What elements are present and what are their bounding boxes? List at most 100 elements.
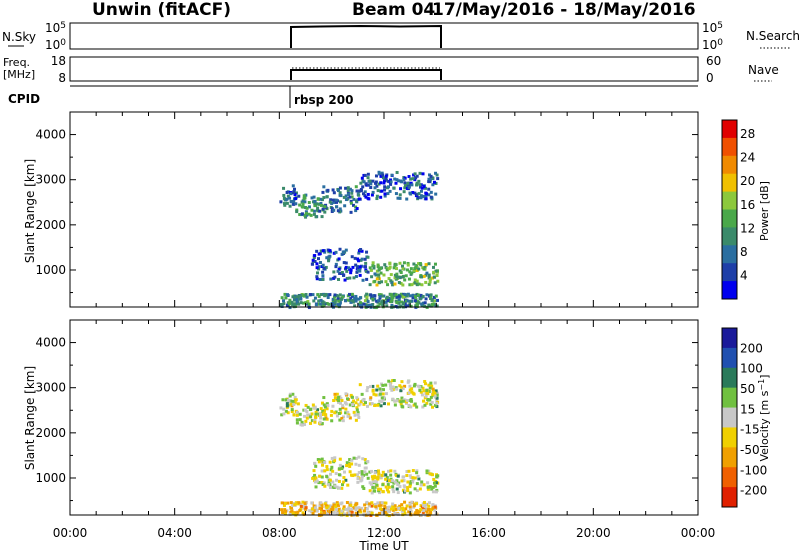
range-cell — [321, 263, 325, 267]
range-cell — [310, 501, 314, 505]
range-cell — [326, 296, 330, 300]
range-cell — [373, 272, 377, 276]
range-cell — [388, 505, 392, 509]
range-cell — [301, 199, 305, 203]
range-cell — [393, 512, 397, 516]
range-cell — [407, 303, 411, 307]
cpid-label: CPID — [8, 92, 40, 106]
freq-left-tick-bottom: 8 — [58, 71, 66, 85]
colorbar-segment — [722, 173, 737, 193]
range-cell — [371, 302, 375, 306]
range-cell — [377, 170, 381, 174]
range-cell — [351, 265, 355, 269]
range-cell — [430, 473, 434, 477]
range-cell — [406, 480, 410, 484]
range-cell — [373, 471, 377, 475]
range-cell — [418, 487, 422, 491]
range-cell — [288, 204, 292, 208]
range-cell — [380, 400, 384, 404]
range-cell — [281, 511, 285, 515]
range-cell — [312, 209, 316, 213]
range-cell — [393, 177, 397, 181]
station-title: Unwin (fitACF) — [92, 0, 231, 20]
power-axes: 1000 2000 3000 4000 — [35, 112, 699, 307]
range-cell — [353, 256, 357, 260]
range-cell — [350, 395, 354, 399]
range-cell — [425, 510, 429, 514]
range-cell — [435, 475, 439, 479]
range-cell — [328, 254, 332, 258]
range-cell — [348, 187, 352, 191]
range-cell — [322, 417, 326, 421]
colorbar-segment — [722, 137, 737, 157]
range-cell — [415, 183, 419, 187]
range-cell — [370, 475, 374, 479]
range-cell — [342, 480, 346, 484]
range-cell — [435, 391, 439, 395]
range-cell — [337, 473, 341, 477]
range-cell — [384, 485, 388, 489]
range-cell — [346, 186, 350, 190]
range-cell — [413, 191, 417, 195]
range-cell — [328, 504, 332, 508]
range-cell — [333, 484, 337, 488]
range-cell — [300, 212, 304, 216]
range-cell — [294, 202, 298, 206]
range-cell — [282, 186, 286, 190]
range-cell — [319, 302, 323, 306]
range-cell — [298, 294, 302, 298]
range-cell — [364, 265, 368, 269]
range-cell — [363, 470, 367, 474]
range-cell — [339, 401, 343, 405]
range-cell — [336, 297, 340, 301]
nave-label: Nave — [748, 63, 779, 77]
range-cell — [365, 389, 369, 393]
range-cell — [414, 265, 418, 269]
range-cell — [393, 282, 397, 286]
range-cell — [330, 419, 334, 423]
range-cell — [411, 476, 415, 480]
velocity-scatter — [279, 379, 440, 518]
y-tick-label: 3000 — [35, 173, 66, 187]
range-cell — [391, 504, 395, 508]
range-cell — [361, 398, 365, 402]
range-cell — [323, 460, 327, 464]
range-cell — [408, 270, 412, 274]
range-cell — [313, 296, 317, 300]
range-cell — [433, 381, 437, 385]
range-cell — [383, 188, 387, 192]
range-cell — [425, 401, 429, 405]
range-cell — [337, 512, 341, 516]
range-cell — [354, 502, 358, 506]
range-cell — [333, 300, 337, 304]
range-cell — [385, 488, 389, 492]
range-cell — [335, 507, 339, 511]
range-cell — [371, 477, 375, 481]
range-cell — [319, 416, 323, 420]
range-cell — [321, 190, 325, 194]
range-cell — [407, 185, 411, 189]
range-cell — [393, 469, 397, 473]
range-cell — [357, 506, 361, 510]
range-cell — [352, 276, 356, 280]
range-cell — [393, 480, 397, 484]
range-cell — [304, 211, 308, 215]
range-cell — [431, 405, 435, 409]
range-cell — [369, 182, 373, 186]
range-cell — [431, 265, 435, 269]
range-cell — [349, 201, 353, 205]
range-cell — [305, 213, 309, 217]
range-cell — [335, 478, 339, 482]
range-cell — [324, 265, 328, 269]
range-cell — [293, 401, 297, 405]
freq-frame — [69, 56, 699, 82]
range-cell — [387, 277, 391, 281]
range-cell — [317, 299, 321, 303]
range-cell — [366, 460, 370, 464]
range-cell — [359, 181, 363, 185]
velocity-ylabel: Slant Range [km] — [23, 366, 37, 470]
range-cell — [416, 293, 420, 297]
range-cell — [370, 504, 374, 508]
range-cell — [408, 491, 412, 495]
range-cell — [297, 501, 301, 505]
